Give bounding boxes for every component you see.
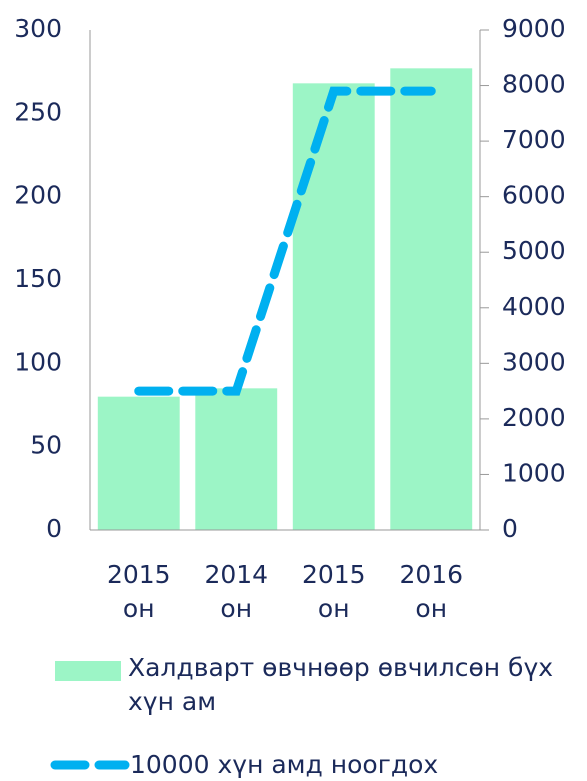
legend-swatch	[55, 661, 121, 681]
y-tick-label: 0	[46, 514, 62, 543]
bar	[195, 388, 278, 530]
bar	[390, 68, 473, 530]
x-tick-label: 2015 он	[301, 560, 366, 623]
y-tick-label: 300	[14, 14, 62, 43]
y-tick-label: 250	[14, 97, 62, 126]
y-tick-label: 50	[30, 431, 62, 460]
y2-tick-label: 5000	[502, 236, 566, 265]
y2-tick-label: 9000	[502, 14, 566, 43]
y-tick-label: 200	[14, 181, 62, 210]
legend-label: Халдварт өвчнөөр өвчилсөн бүх хүн ам	[128, 653, 554, 716]
y-tick-label: 150	[14, 264, 62, 293]
y2-tick-label: 0	[502, 514, 518, 543]
y-tick-label: 100	[14, 347, 62, 376]
bar	[292, 83, 375, 530]
y2-tick-label: 6000	[502, 181, 566, 210]
y2-tick-label: 3000	[502, 347, 566, 376]
y2-tick-label: 7000	[502, 125, 566, 154]
x-tick-label: 2014 он	[204, 560, 269, 623]
line	[134, 86, 436, 396]
y2-tick-label: 2000	[502, 403, 566, 432]
y2-tick-label: 4000	[502, 292, 566, 321]
legend-label: 10000 хүн амд ноогдох	[130, 750, 439, 779]
x-tick-label: 2016 он	[399, 560, 464, 623]
bar	[97, 396, 180, 530]
y2-tick-label: 8000	[502, 70, 566, 99]
x-tick-label: 2015 он	[106, 560, 171, 623]
y2-tick-label: 1000	[502, 458, 566, 487]
